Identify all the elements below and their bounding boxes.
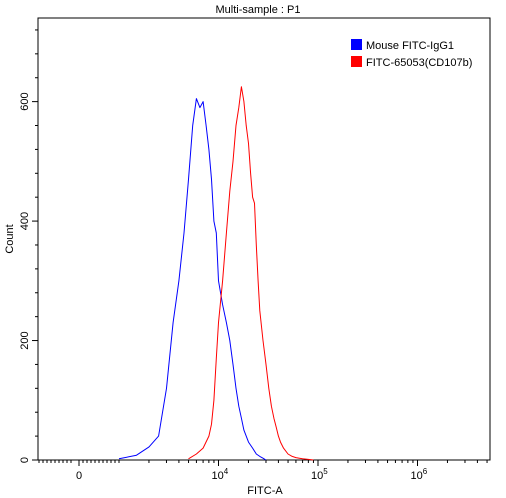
x-axis: 0104105106107: [38, 460, 488, 482]
x-axis-label: FITC-A: [247, 485, 283, 497]
y-tick-label: 0: [19, 457, 31, 463]
series-layer: [118, 86, 314, 461]
x-tick-label: 106: [411, 467, 428, 482]
legend: Mouse FITC-IgG1 FITC-65053(CD107b): [351, 39, 472, 69]
legend-swatch-mouse-fitc-igg1: [351, 39, 362, 50]
y-axis: 0 200 400 600: [19, 29, 38, 463]
legend-label-mouse-fitc-igg1: Mouse FITC-IgG1: [366, 40, 454, 52]
plot-frame: [37, 17, 491, 461]
series-line-fitc-65053-cd107b: [188, 86, 314, 461]
y-tick-label: 400: [19, 212, 31, 230]
x-tick-label: 104: [212, 467, 229, 482]
y-tick-label: 600: [19, 92, 31, 110]
legend-swatch-fitc-65053-cd107b: [351, 56, 362, 67]
y-tick-label: 200: [19, 331, 31, 349]
x-tick-label: 0: [76, 470, 82, 482]
chart-title: Multi-sample : P1: [216, 4, 301, 16]
series-line-mouse-fitc-igg1: [118, 98, 267, 461]
y-axis-label: Count: [4, 224, 16, 253]
x-tick-label: 105: [311, 467, 328, 482]
legend-label-fitc-65053-cd107b: FITC-65053(CD107b): [366, 57, 472, 69]
